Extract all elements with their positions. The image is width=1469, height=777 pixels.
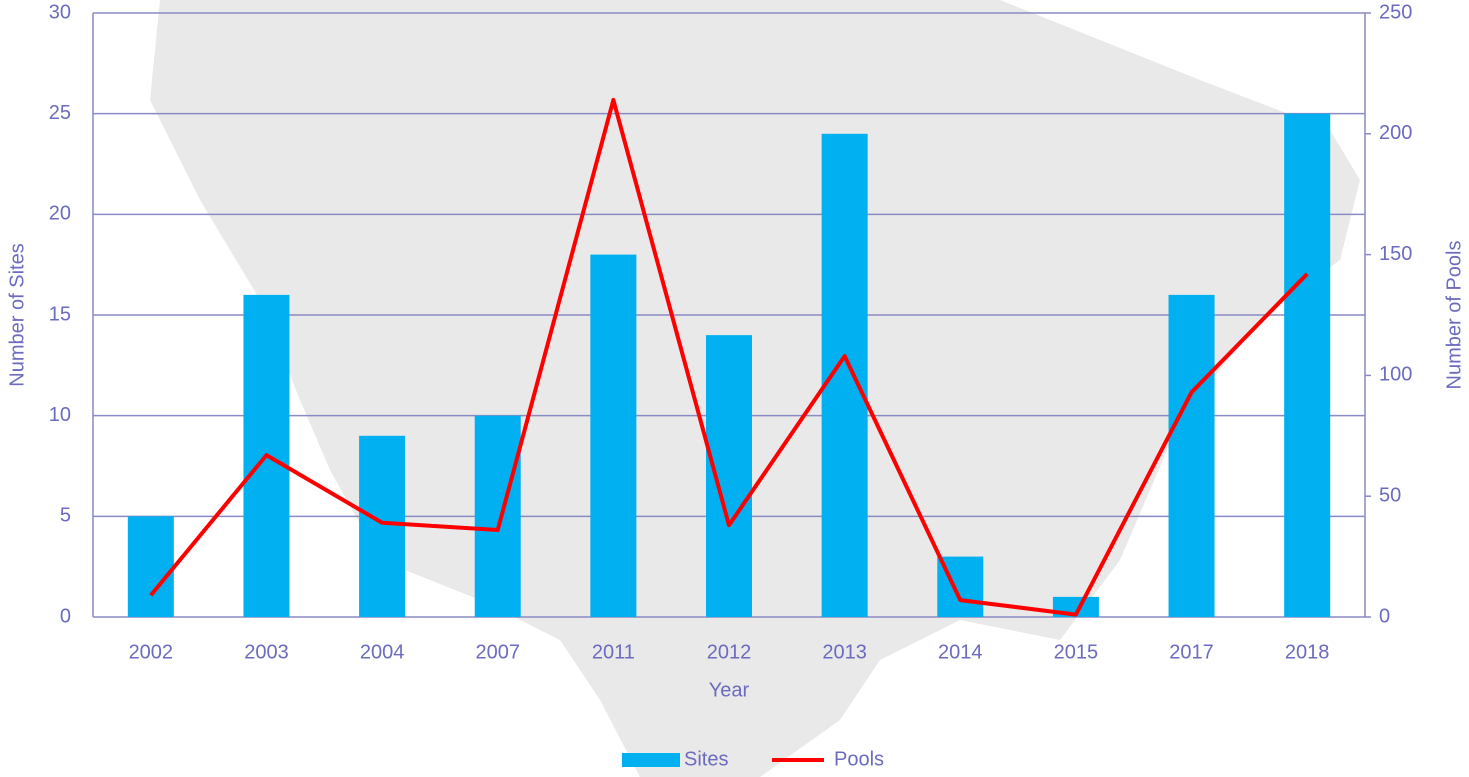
y-tick-label: 30 (49, 1, 71, 23)
legend-swatch (622, 753, 680, 767)
x-tick-label: 2014 (938, 641, 983, 663)
y2-tick-label: 50 (1379, 484, 1401, 506)
y2-tick-label: 200 (1379, 122, 1412, 144)
bar (1284, 114, 1330, 617)
y2-tick-label: 100 (1379, 364, 1412, 386)
y-tick-label: 15 (49, 303, 71, 325)
y-tick-label: 0 (60, 605, 71, 627)
y2-tick-label: 250 (1379, 1, 1412, 23)
x-tick-label: 2013 (822, 641, 867, 663)
bar (706, 335, 752, 617)
x-tick-label: 2017 (1169, 641, 1214, 663)
y2-tick-label: 150 (1379, 243, 1412, 265)
x-tick-label: 2018 (1285, 641, 1330, 663)
y-tick-label: 5 (60, 505, 71, 527)
bar (128, 516, 174, 617)
legend-label: Pools (834, 748, 884, 770)
y-tick-label: 10 (49, 404, 71, 426)
bar (1169, 295, 1215, 617)
x-axis-title: Year (709, 679, 750, 701)
x-tick-label: 2004 (360, 641, 405, 663)
y-axis-title: Number of Sites (6, 243, 28, 386)
x-tick-label: 2011 (592, 641, 635, 663)
x-tick-label: 2015 (1054, 641, 1099, 663)
y2-tick-label: 0 (1379, 605, 1390, 627)
y-tick-label: 25 (49, 102, 71, 124)
bar (822, 134, 868, 617)
bar (590, 255, 636, 617)
y2-axis-title: Number of Pools (1443, 241, 1465, 390)
x-tick-label: 2002 (129, 641, 174, 663)
legend-label: Sites (684, 748, 728, 770)
bar (359, 436, 405, 617)
x-tick-label: 2012 (707, 641, 752, 663)
x-tick-label: 2003 (244, 641, 289, 663)
y-tick-label: 20 (49, 203, 71, 225)
bar (475, 416, 521, 617)
chart: Year Number of Sites Number of Pools 0 5 1… (0, 0, 1469, 777)
x-tick-label: 2007 (475, 641, 520, 663)
